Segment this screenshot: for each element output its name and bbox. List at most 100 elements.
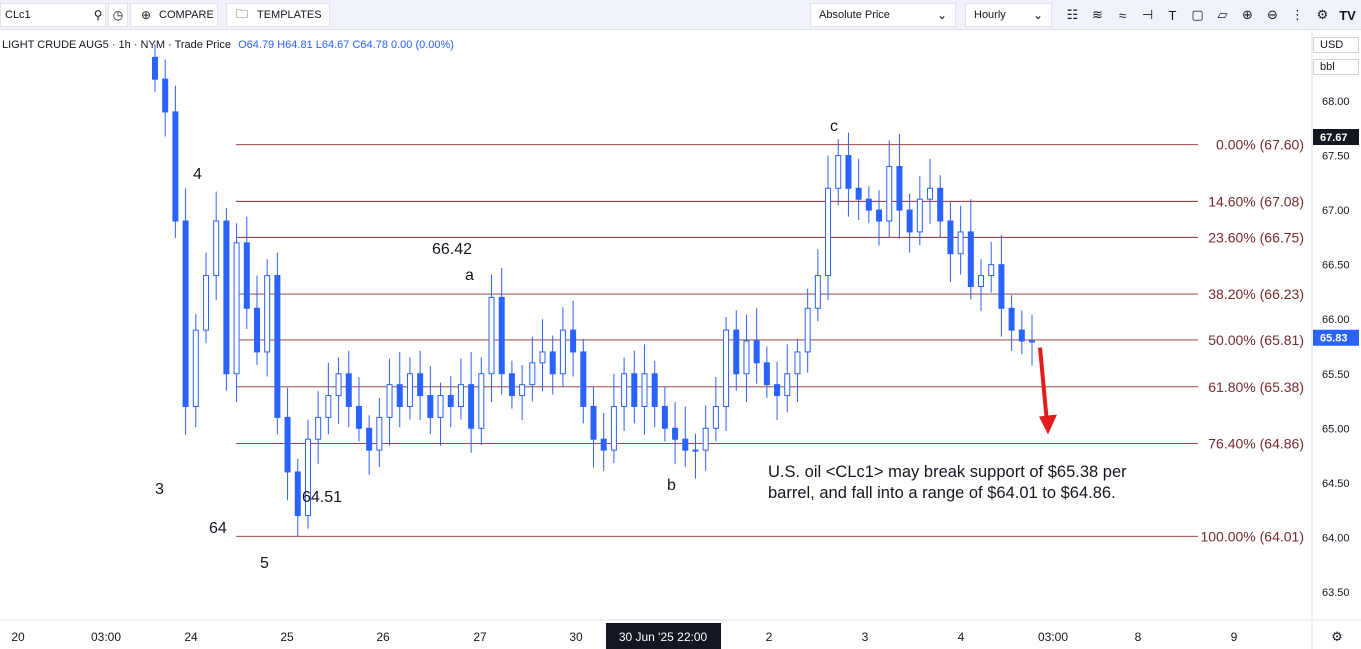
- unit-select[interactable]: bbl: [1313, 59, 1359, 75]
- candle-body[interactable]: [376, 416, 383, 451]
- candle-body[interactable]: [284, 416, 291, 473]
- candle-body[interactable]: [672, 427, 679, 440]
- candle-body[interactable]: [978, 275, 985, 287]
- candle-body[interactable]: [233, 242, 240, 375]
- measure-icon[interactable]: ▢: [1191, 7, 1204, 22]
- candle-body[interactable]: [804, 307, 811, 353]
- text-icon[interactable]: T: [1168, 7, 1177, 23]
- candle-body[interactable]: [825, 187, 832, 277]
- candle-body[interactable]: [621, 373, 628, 407]
- candle-body[interactable]: [182, 220, 189, 407]
- candle-body[interactable]: [427, 395, 434, 418]
- candle-body[interactable]: [253, 307, 260, 353]
- compare-button[interactable]: ⊕ COMPARE: [130, 3, 218, 27]
- candle-body[interactable]: [274, 275, 281, 418]
- candle-body[interactable]: [366, 427, 373, 451]
- candle-body[interactable]: [763, 362, 770, 386]
- interval-select[interactable]: Hourly ⌄: [965, 3, 1052, 27]
- candle-body[interactable]: [559, 329, 566, 375]
- candle-body[interactable]: [478, 373, 485, 429]
- candle-body[interactable]: [967, 231, 974, 287]
- candle-body[interactable]: [386, 384, 393, 418]
- candle-body[interactable]: [162, 78, 169, 113]
- candle-body[interactable]: [886, 165, 893, 222]
- candle-body[interactable]: [468, 384, 475, 429]
- candle-body[interactable]: [223, 220, 230, 375]
- more-icon[interactable]: ⋮: [1291, 7, 1304, 22]
- candle-body[interactable]: [335, 373, 342, 397]
- candle-body[interactable]: [743, 340, 750, 375]
- candle-body[interactable]: [794, 351, 801, 375]
- candle-body[interactable]: [294, 471, 301, 517]
- candle-body[interactable]: [947, 220, 954, 255]
- candle-body[interactable]: [916, 198, 923, 233]
- candle-body[interactable]: [906, 209, 913, 233]
- candle-body[interactable]: [957, 231, 964, 255]
- candle-body[interactable]: [600, 438, 607, 451]
- candle-body[interactable]: [192, 329, 199, 407]
- candle-body[interactable]: [570, 329, 577, 353]
- candle-body[interactable]: [447, 395, 454, 407]
- candle-body[interactable]: [784, 373, 791, 397]
- candle-body[interactable]: [315, 416, 322, 440]
- candle-body[interactable]: [417, 373, 424, 397]
- candle-body[interactable]: [774, 384, 781, 397]
- crosshair-icon[interactable]: ⊣: [1141, 7, 1154, 22]
- candle-body[interactable]: [590, 405, 597, 440]
- candle-body[interactable]: [264, 275, 271, 353]
- candle-body[interactable]: [896, 165, 903, 211]
- candle-body[interactable]: [488, 296, 495, 375]
- candle-body[interactable]: [988, 264, 995, 277]
- candle-body[interactable]: [325, 395, 332, 418]
- candle-body[interactable]: [396, 384, 403, 407]
- candle-body[interactable]: [661, 405, 668, 429]
- candle-body[interactable]: [865, 198, 872, 211]
- candle-body[interactable]: [406, 373, 413, 407]
- candle-body[interactable]: [814, 275, 821, 309]
- zoom-out-icon[interactable]: ⊖: [1267, 7, 1278, 22]
- candle-body[interactable]: [651, 373, 658, 407]
- waves-icon[interactable]: ≈: [1118, 7, 1127, 23]
- candle-body[interactable]: [457, 384, 464, 407]
- candle-body[interactable]: [855, 187, 862, 200]
- candle-body[interactable]: [927, 187, 934, 200]
- candle-body[interactable]: [345, 373, 352, 407]
- scale-mode-select[interactable]: Absolute Price ⌄: [810, 3, 956, 27]
- indicator-icon[interactable]: ≋: [1092, 7, 1103, 22]
- candle-body[interactable]: [733, 329, 740, 375]
- price-chart[interactable]: 0.00% (67.60) 14.60% (67.08) 23.60% (66.75…: [0, 30, 1361, 649]
- candle-body[interactable]: [641, 373, 648, 407]
- candle-body[interactable]: [1018, 329, 1025, 342]
- candle-body[interactable]: [304, 438, 311, 517]
- candle-body[interactable]: [213, 220, 220, 277]
- replay-button[interactable]: ◷: [108, 3, 128, 27]
- candle-body[interactable]: [712, 405, 719, 429]
- candle-body[interactable]: [682, 438, 689, 451]
- search-icon[interactable]: ⚲: [93, 8, 103, 22]
- candle-body[interactable]: [519, 384, 526, 397]
- candle-body[interactable]: [876, 209, 883, 222]
- candle-body[interactable]: [610, 405, 617, 451]
- candle-body[interactable]: [580, 351, 587, 407]
- candle-body[interactable]: [845, 155, 852, 189]
- candle-body[interactable]: [355, 405, 362, 429]
- candle-body[interactable]: [172, 111, 179, 222]
- candle-body[interactable]: [437, 395, 444, 418]
- symbol-input[interactable]: CLc1: [5, 9, 31, 21]
- candle-body[interactable]: [723, 329, 730, 407]
- candle-body[interactable]: [702, 427, 709, 451]
- zoom-in-icon[interactable]: ⊕: [1242, 7, 1253, 22]
- candle-body[interactable]: [243, 242, 250, 309]
- candle-body[interactable]: [529, 362, 536, 386]
- candle-body[interactable]: [835, 155, 842, 189]
- candle-body[interactable]: [539, 351, 546, 364]
- candle-body[interactable]: [998, 264, 1005, 309]
- candle-body[interactable]: [937, 187, 944, 222]
- candle-body[interactable]: [152, 56, 158, 80]
- gear-icon[interactable]: ⚙: [1316, 7, 1329, 22]
- candle-body[interactable]: [498, 296, 505, 375]
- candle-body[interactable]: [202, 275, 209, 331]
- candle-body[interactable]: [508, 373, 515, 397]
- currency-select[interactable]: USD: [1313, 37, 1359, 53]
- trend-icon[interactable]: ▱: [1217, 7, 1228, 22]
